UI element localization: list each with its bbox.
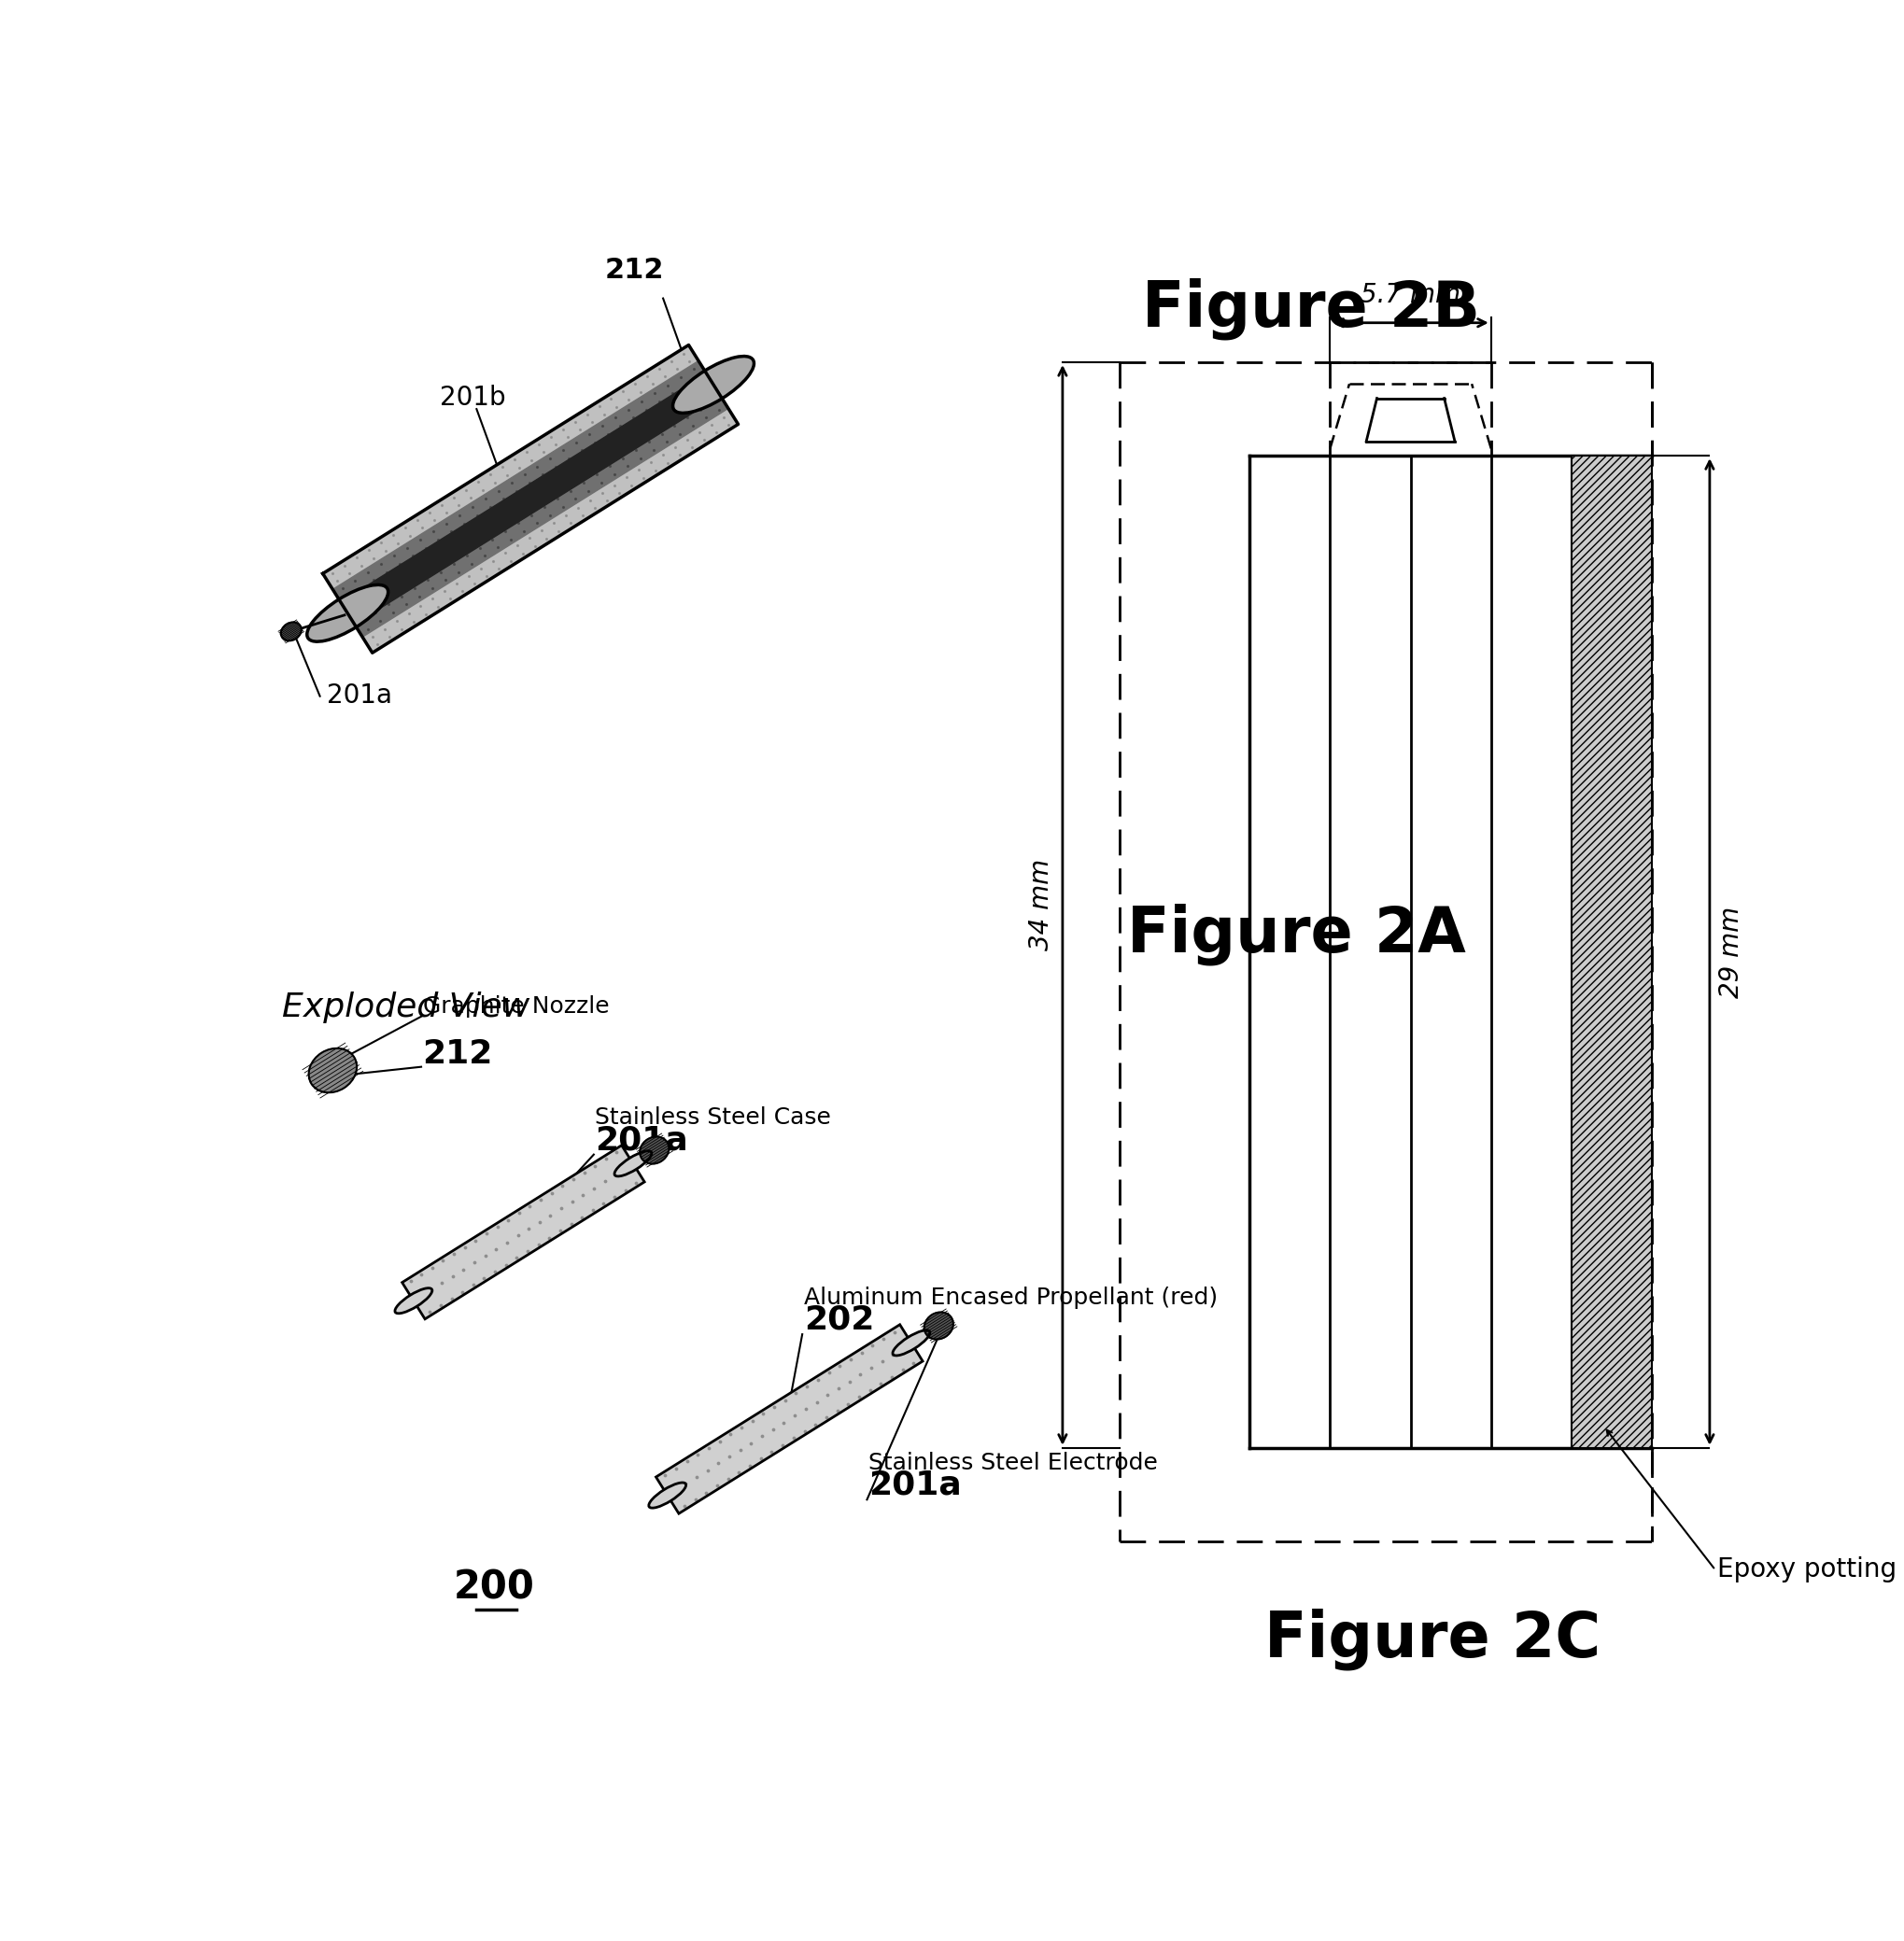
Polygon shape <box>402 1145 644 1320</box>
Ellipse shape <box>672 357 754 413</box>
Text: Graphite Nozzle: Graphite Nozzle <box>423 996 609 1017</box>
Text: 34 mm: 34 mm <box>1028 860 1053 951</box>
Text: Exploded View: Exploded View <box>282 992 529 1023</box>
Text: 29 mm: 29 mm <box>1717 906 1744 998</box>
Ellipse shape <box>308 1048 356 1093</box>
Ellipse shape <box>893 1330 929 1355</box>
Polygon shape <box>341 373 720 625</box>
Ellipse shape <box>640 1137 668 1165</box>
Text: Aluminum Encased Propellant (red): Aluminum Encased Propellant (red) <box>803 1287 1217 1308</box>
Polygon shape <box>322 345 739 652</box>
Text: 201a: 201a <box>327 683 392 708</box>
Text: 200: 200 <box>453 1568 535 1607</box>
Text: Figure 2B: Figure 2B <box>1140 278 1479 340</box>
Ellipse shape <box>649 1483 685 1508</box>
Ellipse shape <box>615 1151 651 1176</box>
Text: 202: 202 <box>803 1304 874 1335</box>
Text: 5.7 mm: 5.7 mm <box>1359 281 1460 309</box>
Ellipse shape <box>280 623 301 641</box>
Ellipse shape <box>307 584 388 642</box>
Text: Stainless Steel Electrode: Stainless Steel Electrode <box>868 1452 1158 1473</box>
Text: 202: 202 <box>592 443 642 468</box>
Text: Figure 2C: Figure 2C <box>1262 1607 1599 1669</box>
Polygon shape <box>655 1324 922 1514</box>
Text: 201a: 201a <box>868 1469 962 1500</box>
Text: 201b: 201b <box>440 384 506 411</box>
Ellipse shape <box>394 1289 432 1314</box>
Text: 212: 212 <box>604 256 664 283</box>
Text: Epoxy potting: Epoxy potting <box>1716 1557 1894 1582</box>
Bar <box>1571 456 1651 1448</box>
Text: Stainless Steel Case: Stainless Steel Case <box>594 1106 830 1130</box>
Ellipse shape <box>923 1312 952 1339</box>
Text: 201a: 201a <box>594 1124 687 1157</box>
Polygon shape <box>333 361 727 637</box>
Text: 212: 212 <box>423 1038 493 1069</box>
Text: Figure 2A: Figure 2A <box>1127 903 1466 965</box>
